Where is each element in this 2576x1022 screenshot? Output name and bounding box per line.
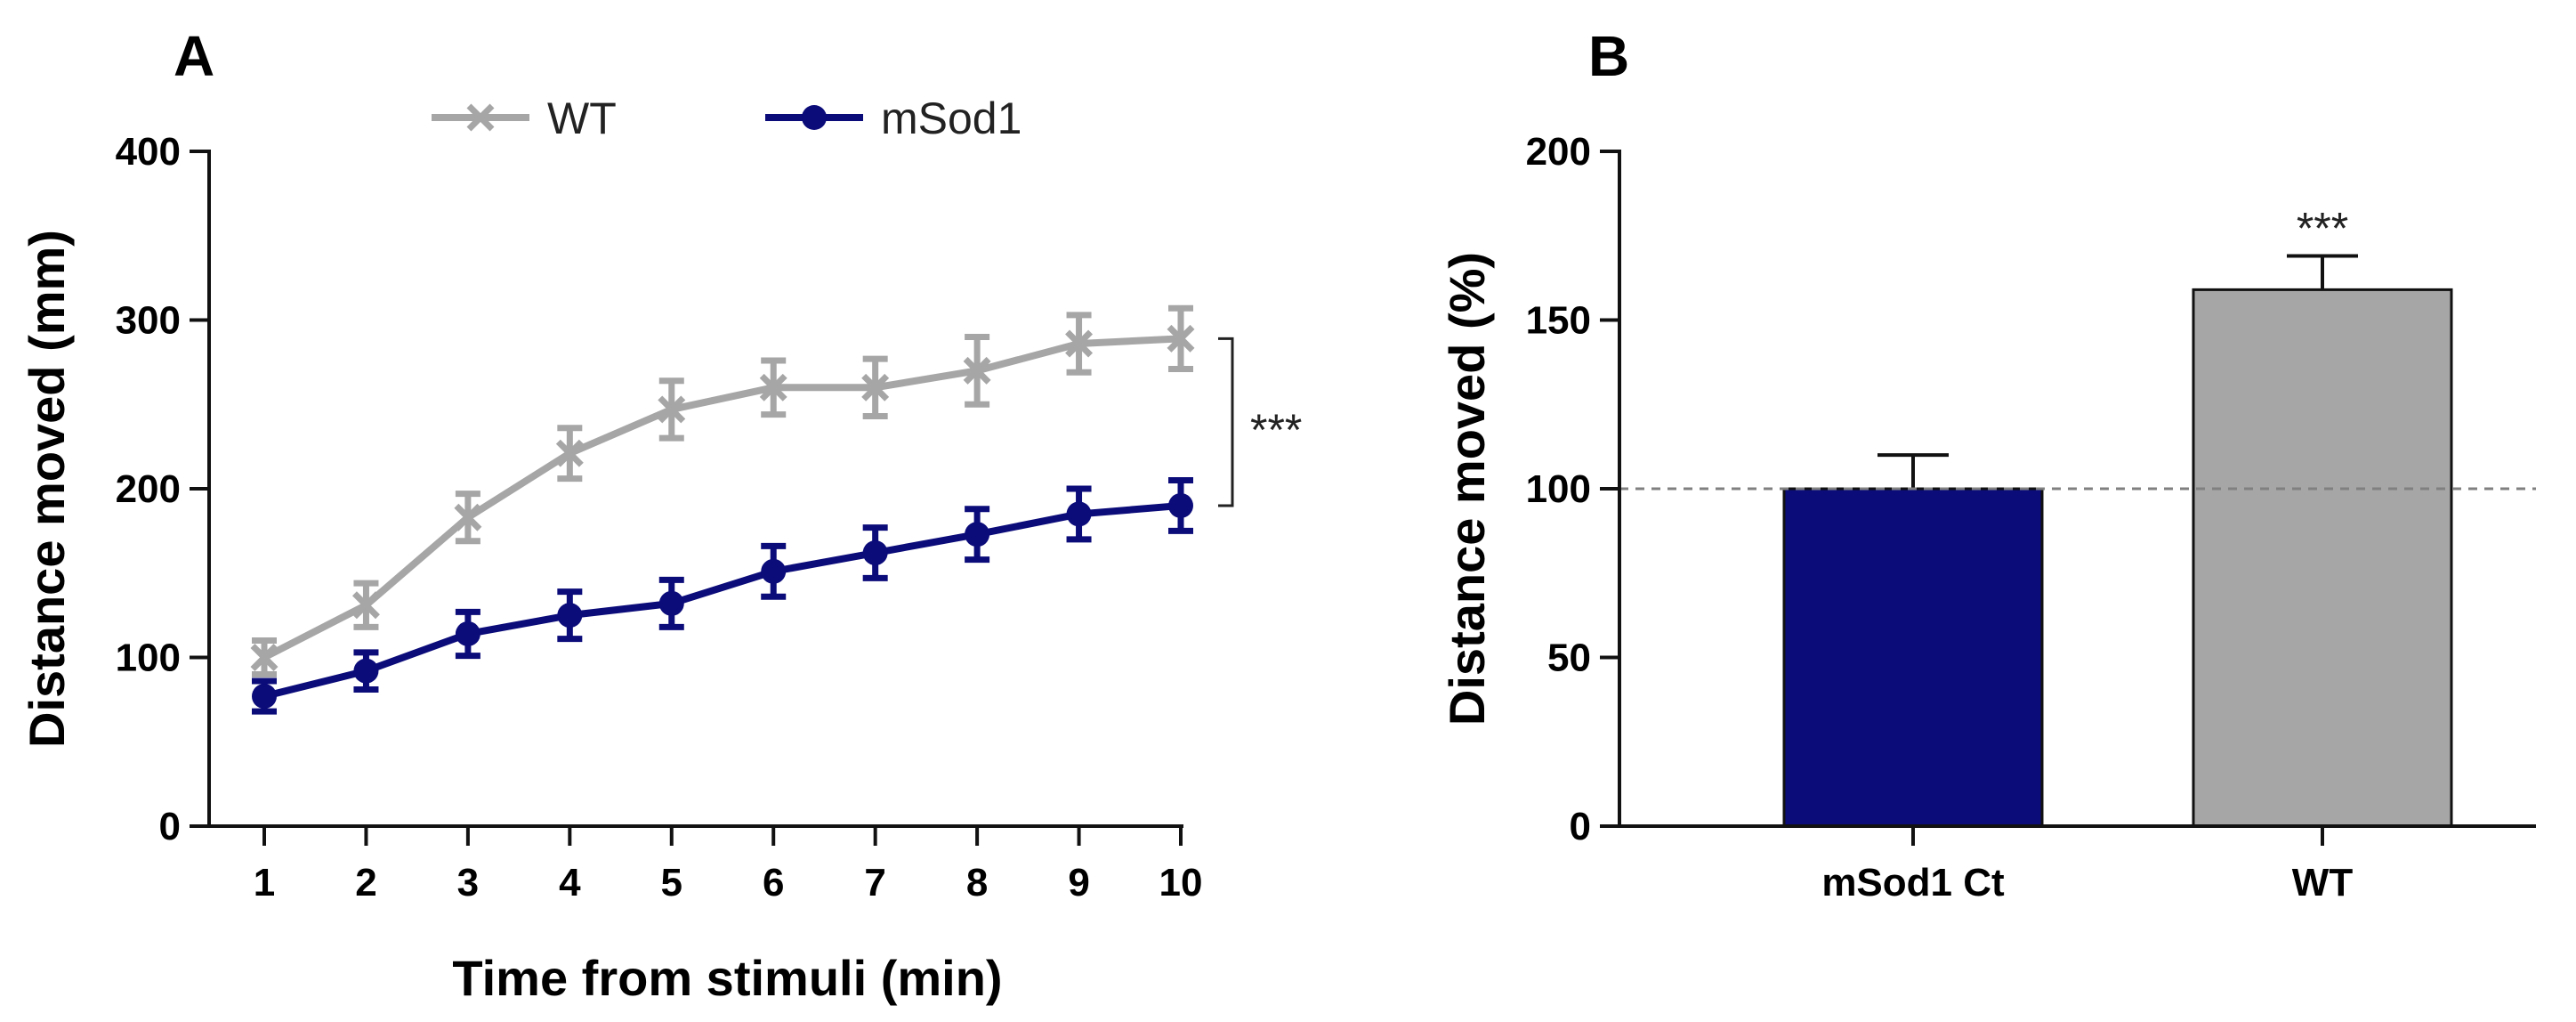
panel-a-x-ticks: 1 2 3 4 5 6 7 8 9 10 [254, 826, 1203, 904]
data-point [1168, 492, 1193, 518]
data-point-stroke [351, 591, 380, 620]
y-tick-label: 100 [1526, 467, 1591, 511]
data-point-stroke [1167, 324, 1195, 353]
data-point-stroke [555, 439, 584, 467]
series-msod1 [252, 477, 1193, 715]
significance-bracket [1218, 337, 1234, 507]
data-point [761, 558, 787, 584]
data-point-stroke [454, 503, 482, 531]
data-point [862, 540, 888, 566]
panel-b-bars [1782, 254, 2453, 828]
x-tick-label: 6 [763, 861, 784, 904]
x-tick-label: 10 [1159, 861, 1203, 904]
data-point-stroke [759, 373, 787, 402]
data-point [861, 373, 890, 402]
data-point [353, 658, 379, 684]
y-tick-label: 400 [116, 130, 181, 174]
data-point [1167, 324, 1195, 353]
x-tick-label: mSod1 Ct [1821, 861, 2005, 904]
panel-b-y-ticks: 0 50 100 150 200 [1526, 130, 1619, 848]
data-point [454, 503, 482, 531]
x-tick-label: 7 [864, 861, 885, 904]
panel-b-y-axis-title: Distance moved (%) [1439, 252, 1495, 726]
data-point-stroke [963, 356, 991, 385]
data-point-stroke [861, 373, 890, 402]
x-tick-label: 4 [559, 861, 581, 904]
data-point [351, 591, 380, 620]
x-tick-label: 9 [1068, 861, 1089, 904]
data-point [963, 356, 991, 385]
x-tick-label: 3 [457, 861, 479, 904]
data-point [965, 522, 990, 548]
legend-marker [466, 103, 495, 132]
data-point-stroke [250, 644, 279, 671]
y-tick-label: 0 [159, 805, 181, 848]
panel-b-significance: *** [2297, 203, 2348, 253]
legend-label: WT [547, 93, 617, 143]
data-point [1065, 329, 1094, 358]
data-point [557, 603, 583, 629]
data-point [250, 644, 279, 671]
panel-b-x-ticks: mSod1 Ct WT [1821, 826, 2353, 904]
panel-a-y-ticks: 0 100 200 300 400 [116, 130, 209, 848]
data-point [555, 439, 584, 467]
data-point [658, 590, 684, 616]
legend-item-wt: WT [432, 93, 617, 143]
y-tick-label: 300 [116, 299, 181, 343]
data-point-stroke [1065, 329, 1094, 358]
panel-a-axes [207, 150, 1183, 828]
panel-a-y-axis-title: Distance moved (mm) [19, 230, 75, 748]
significance-stars: *** [1250, 405, 1302, 455]
data-point [252, 684, 277, 710]
legend-item-msod1: mSod1 [765, 93, 1022, 143]
bar [1782, 487, 2044, 828]
panel-a-series [250, 304, 1195, 715]
data-point [759, 373, 787, 402]
series-line [263, 501, 1182, 700]
panel-a-significance: *** [1218, 337, 1302, 507]
data-point [1066, 501, 1092, 527]
y-tick-label: 50 [1547, 637, 1591, 680]
data-point [658, 395, 686, 424]
panel-b: B 0 50 100 150 200 mSod1 Ct WT *** Distance m… [1439, 24, 2536, 904]
legend-marker [802, 105, 827, 130]
significance-stars: *** [2297, 203, 2348, 253]
x-tick-label: 8 [966, 861, 988, 904]
bar-wt [2192, 254, 2453, 828]
bar [2192, 288, 2453, 828]
panel-a-x-axis-title: Time from stimuli (min) [452, 950, 1002, 1006]
y-tick-label: 200 [116, 467, 181, 511]
panel-b-label: B [1588, 24, 1629, 88]
x-tick-label: 5 [661, 861, 682, 904]
x-tick-label: 1 [254, 861, 275, 904]
series-wt [250, 304, 1195, 677]
y-tick-label: 100 [116, 637, 181, 680]
y-tick-label: 150 [1526, 299, 1591, 343]
data-point-stroke [658, 395, 686, 424]
y-tick-label: 200 [1526, 130, 1591, 174]
panel-a-legend: WT mSod1 [432, 93, 1022, 143]
x-tick-label: 2 [355, 861, 376, 904]
panel-a-label: A [174, 24, 214, 88]
x-tick-label: WT [2292, 861, 2354, 904]
legend-label: mSod1 [881, 93, 1022, 143]
data-point [455, 620, 480, 646]
bar-msod1-ct [1782, 453, 2044, 828]
series-line [262, 335, 1182, 661]
y-tick-label: 0 [1570, 805, 1591, 848]
